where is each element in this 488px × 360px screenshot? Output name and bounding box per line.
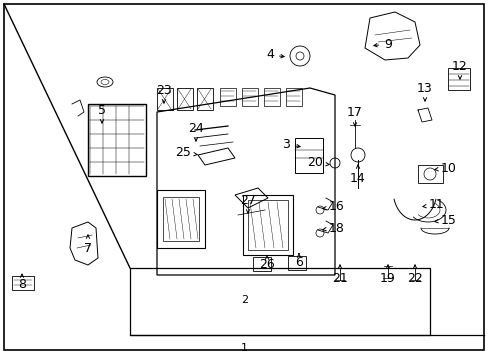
Bar [242,88,258,106]
Text: 21: 21 [331,265,347,284]
Text: 9: 9 [373,37,391,50]
Text: 12: 12 [451,59,467,79]
Text: 20: 20 [306,157,328,170]
Text: 22: 22 [407,265,422,284]
Bar [197,88,213,110]
Text: 15: 15 [434,213,456,226]
Bar [447,68,469,90]
Bar [177,88,193,110]
Bar [417,165,442,183]
Text: 1: 1 [240,343,247,353]
Text: 2: 2 [241,295,248,305]
Text: 14: 14 [349,165,365,184]
Bar [247,200,287,250]
Text: 5: 5 [98,104,106,123]
Text: 16: 16 [322,201,344,213]
Text: 11: 11 [422,198,444,211]
Bar [294,138,323,173]
Text: 6: 6 [294,253,303,270]
Text: 26: 26 [259,256,274,271]
Text: 24: 24 [188,122,203,141]
Bar [130,268,429,335]
Text: 7: 7 [84,235,92,255]
Text: 23: 23 [156,84,171,103]
Bar [252,257,270,271]
Bar [285,88,302,106]
Text: 3: 3 [282,139,300,152]
Text: 4: 4 [265,49,284,62]
Text: 18: 18 [322,221,344,234]
Bar [163,197,199,241]
Bar [287,256,305,270]
Text: 10: 10 [434,162,456,175]
Bar [220,88,236,106]
Bar [157,190,204,248]
Text: 19: 19 [379,265,395,284]
Text: 13: 13 [416,81,432,101]
Bar [243,195,292,255]
Bar [264,88,280,106]
Text: 25: 25 [175,147,197,159]
Text: 17: 17 [346,107,362,126]
Bar [88,104,146,176]
Text: 27: 27 [240,194,255,213]
Bar [12,276,34,290]
Bar [157,88,173,110]
Text: 8: 8 [18,274,26,292]
